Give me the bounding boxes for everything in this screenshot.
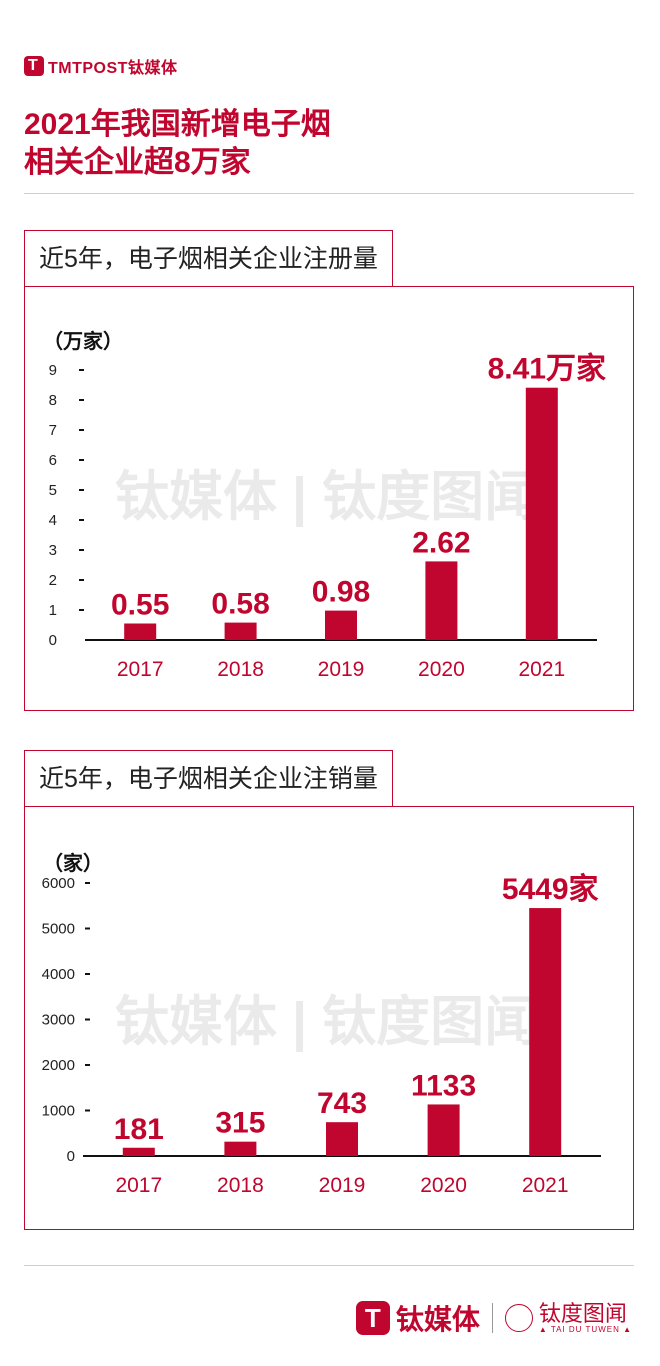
chart1-title: 近5年，电子烟相关企业注册量 [24, 230, 393, 286]
chart1-ytick-label: 3 [49, 542, 57, 559]
chart2-value-label: 315 [215, 1107, 265, 1140]
brand-logo-text: TMTPOST钛媒体 [48, 60, 178, 77]
chart1-value-label: 2.62 [412, 526, 470, 559]
chart1-ytick-label: 7 [49, 422, 57, 439]
chart2-bar [529, 908, 562, 1156]
chart1-ytick-label: 2 [49, 572, 57, 589]
chart2-ytick-label: 1000 [42, 1103, 75, 1120]
chart1-category-label: 2020 [418, 658, 465, 681]
chart2-bar [224, 1141, 257, 1156]
chart2-ytick-label: 0 [67, 1148, 75, 1165]
watermark: 钛媒体 | 钛度图闻 [115, 992, 539, 1052]
chart2-value-label: 5449家 [502, 873, 599, 906]
chart1-ytick-label: 4 [49, 512, 57, 529]
chart1-bar [525, 387, 558, 640]
chart1-ytick-label: 0 [49, 632, 57, 649]
chart2-bar [427, 1104, 460, 1156]
footer-logo: 钛媒体 钛度图闻 ▲ TAI DU TUWEN ▲ [355, 1298, 632, 1338]
chart2-ytick-label: 2000 [42, 1057, 75, 1074]
chart1-ytick-label: 9 [49, 362, 57, 379]
page-title-line-1: 2021年我国新增电子烟 [24, 108, 331, 141]
chart2-category-label: 2021 [522, 1174, 569, 1197]
divider-bottom [24, 1265, 634, 1266]
chart1-category-label: 2021 [518, 658, 565, 681]
partner-logo-icon [504, 1304, 533, 1332]
chart1-bar [224, 622, 257, 640]
chart2-bar [326, 1122, 358, 1156]
page-title-line-2: 相关企业超8万家 [24, 146, 251, 179]
chart2-category-label: 2018 [217, 1174, 264, 1197]
chart1-category-label: 2017 [117, 658, 164, 681]
chart1-value-label: 0.55 [111, 589, 169, 622]
chart1-ytick-label: 1 [49, 602, 57, 619]
chart2-value-label: 743 [317, 1087, 367, 1120]
chart1-bar [425, 561, 458, 640]
chart2-ytick-label: 6000 [42, 875, 75, 892]
chart2-unit-label: （家） [43, 853, 103, 875]
chart1-value-label: 8.41万家 [488, 353, 606, 386]
footer-separator [491, 1303, 493, 1333]
footer-partner-en: ▲ TAI DU TUWEN ▲ [538, 1324, 632, 1334]
chart1-bar [325, 610, 357, 640]
chart2-bar [122, 1147, 155, 1156]
chart1-value-label: 0.98 [312, 576, 370, 609]
chart2-title: 近5年，电子烟相关企业注销量 [24, 750, 393, 806]
footer-partner-name: 钛度图闻 [538, 1300, 627, 1326]
chart2-category-label: 2019 [319, 1174, 366, 1197]
chart2-ytick-label: 3000 [42, 1012, 75, 1029]
chart1-panel: 钛媒体 | 钛度图闻 （万家） 0 1 2 3 4 5 6 7 8 9 0.55 2017 0.58 20… [24, 286, 634, 711]
chart1-ytick-label: 6 [49, 452, 57, 469]
chart2-category-label: 2020 [420, 1174, 467, 1197]
divider-top [24, 193, 634, 194]
brand-logo-icon [24, 56, 44, 76]
chart2-ytick-label: 5000 [42, 921, 75, 938]
chart1-value-label: 0.58 [211, 588, 269, 621]
chart1-svg: 0 1 2 3 4 5 6 7 8 9 0.55 2017 0.58 2018 0.98 2019 2.62 20… [49, 353, 606, 681]
chart2-value-label: 181 [114, 1113, 164, 1146]
chart1-category-label: 2019 [318, 658, 365, 681]
chart2-panel: 钛媒体 | 钛度图闻 （家） 0 1000 2000 3000 4000 5000 6000… [24, 806, 634, 1230]
chart1-ytick-label: 5 [49, 482, 57, 499]
chart2-svg: 0 1000 2000 3000 4000 5000 6000 181 2017 315 2018 7… [42, 873, 601, 1197]
watermark: 钛媒体 | 钛度图闻 [115, 467, 539, 527]
brand-logo: TMTPOST钛媒体 [24, 54, 177, 78]
chart1-unit-label: （万家） [43, 331, 123, 353]
page-title: 2021年我国新增电子烟 相关企业超8万家 [24, 106, 624, 182]
footer-partner: 钛度图闻 ▲ TAI DU TUWEN ▲ [538, 1300, 632, 1334]
brand-mark-icon [355, 1301, 390, 1335]
chart1-ytick-label: 8 [49, 392, 57, 409]
chart2-value-label: 1133 [411, 1069, 476, 1102]
chart1-bar [124, 623, 157, 640]
chart2-ytick-label: 4000 [42, 966, 75, 983]
footer-brand-name: 钛媒体 [395, 1304, 480, 1335]
chart1-category-label: 2018 [217, 658, 264, 681]
chart2-category-label: 2017 [115, 1174, 162, 1197]
